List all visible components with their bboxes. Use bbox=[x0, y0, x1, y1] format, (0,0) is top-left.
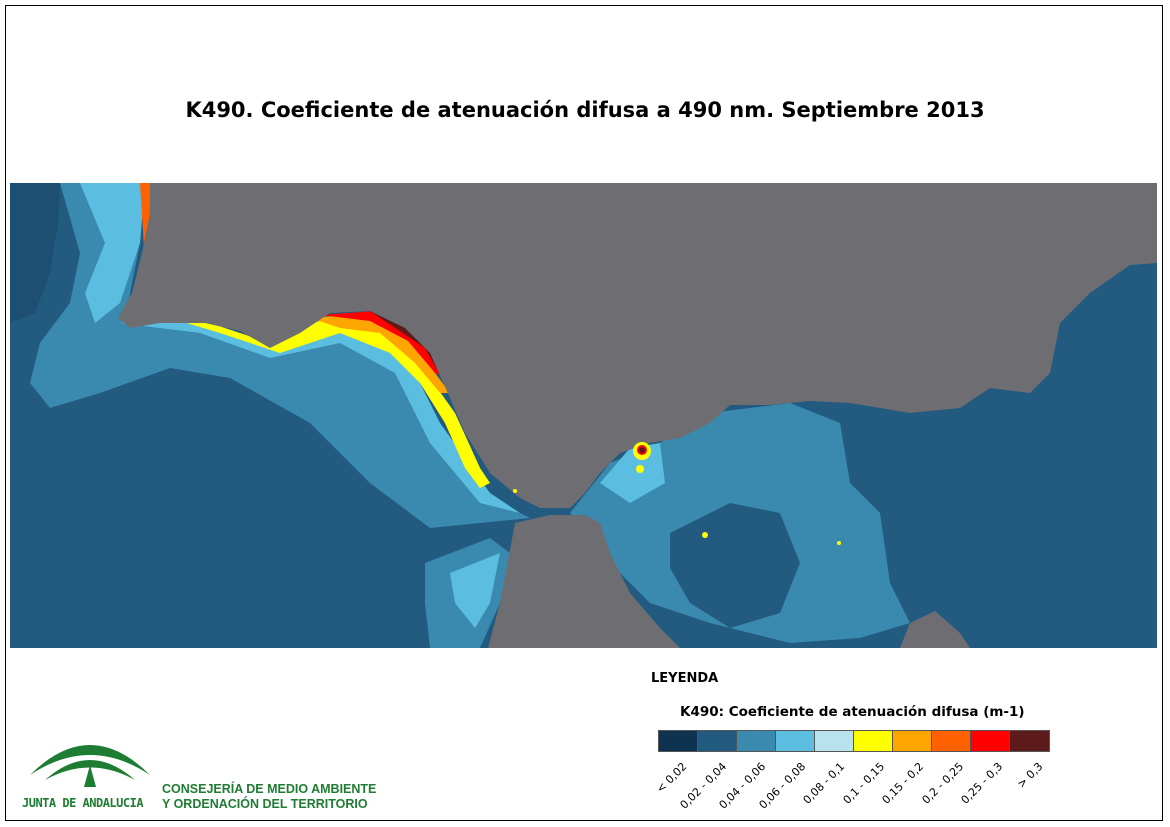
legend-swatch bbox=[854, 731, 893, 751]
map-title: K490. Coeficiente de atenuación difusa a… bbox=[185, 98, 985, 122]
legend-swatch bbox=[932, 731, 971, 751]
land-africa bbox=[488, 515, 680, 648]
malaga-turbid bbox=[600, 443, 665, 503]
department-name: CONSEJERÍA DE MEDIO AMBIENTE Y ORDENACIÓ… bbox=[162, 782, 376, 812]
legend-heading: LEYENDA bbox=[651, 671, 719, 686]
legend-swatch bbox=[698, 731, 737, 751]
legend-swatch bbox=[1010, 731, 1049, 751]
orange-coastal-band bbox=[310, 313, 450, 393]
hotspot-malaga-2 bbox=[636, 465, 644, 473]
legend-swatch bbox=[815, 731, 854, 751]
legend-swatches bbox=[658, 730, 1050, 752]
deep-water-atlantic bbox=[10, 183, 60, 323]
land-iberia bbox=[118, 183, 1157, 508]
turbid-band-morocco bbox=[450, 553, 500, 628]
page-frame bbox=[5, 5, 1163, 821]
legend-subtitle: K490: Coeficiente de atenuación difusa (… bbox=[680, 704, 1025, 720]
logo-text: JUNTA DE ANDALUCIA bbox=[22, 796, 144, 810]
hotspot-alboran bbox=[702, 532, 708, 538]
legend-swatch bbox=[776, 731, 815, 751]
legend-swatch bbox=[971, 731, 1010, 751]
department-line-1: CONSEJERÍA DE MEDIO AMBIENTE bbox=[162, 782, 377, 796]
k490-map bbox=[10, 183, 1157, 648]
legend-swatch bbox=[737, 731, 776, 751]
legend-swatch bbox=[659, 731, 698, 751]
junta-logo-icon bbox=[30, 745, 150, 787]
turbid-band-cadiz bbox=[120, 318, 520, 513]
hotspot-malaga-core bbox=[639, 447, 645, 453]
land-africa-east bbox=[900, 611, 970, 648]
legend-swatch bbox=[893, 731, 932, 751]
department-line-2: Y ORDENACIÓN DEL TERRITORIO bbox=[162, 797, 368, 811]
hotspot-strait bbox=[513, 489, 517, 493]
hotspot-east bbox=[837, 541, 841, 545]
hotspot-cadiz bbox=[382, 346, 386, 350]
turbid-band-portugal bbox=[80, 183, 145, 323]
